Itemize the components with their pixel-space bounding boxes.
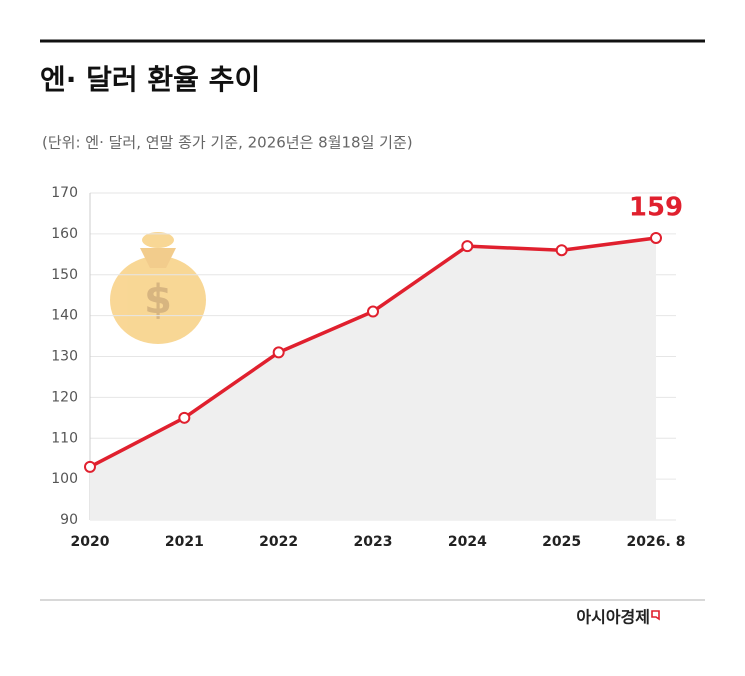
money-bag-icon: $ (110, 232, 206, 344)
y-tick-label: 140 (51, 308, 78, 324)
source-logo (651, 610, 660, 621)
x-tick-label: 2020 (71, 534, 110, 550)
y-tick-label: 130 (51, 349, 78, 365)
x-tick-label: 2026. 8 (627, 534, 686, 550)
point (272, 346, 285, 359)
point (84, 460, 96, 473)
y-tick-label: 100 (51, 471, 78, 487)
y-tick-label: 170 (51, 185, 78, 201)
x-tick-label: 2023 (354, 534, 393, 550)
y-tick-label: 160 (51, 226, 78, 242)
point (461, 240, 474, 253)
source: 아시아경제 (576, 608, 650, 627)
point (178, 411, 191, 424)
point (367, 305, 379, 318)
point (650, 231, 662, 244)
x-tick-label: 2021 (165, 534, 204, 550)
area (90, 237, 656, 520)
y-tick-label: 110 (51, 430, 78, 446)
x-tick-label: 2025 (542, 534, 581, 550)
point (555, 244, 568, 257)
chart-title: 엔· 달러 환율 추이 (40, 63, 260, 96)
x-tick-label: 2022 (259, 534, 298, 550)
value-label: 159 (629, 192, 683, 222)
chart-subtitle: (단위: 엔· 달러, 연말 종가 기준, 2026년은 8월18일 기준) (42, 134, 413, 152)
y-tick-label: 120 (51, 389, 78, 405)
y-tick-label: 150 (51, 267, 78, 283)
x-tick-label: 2024 (448, 534, 487, 550)
y-tick-label: 90 (60, 512, 78, 528)
